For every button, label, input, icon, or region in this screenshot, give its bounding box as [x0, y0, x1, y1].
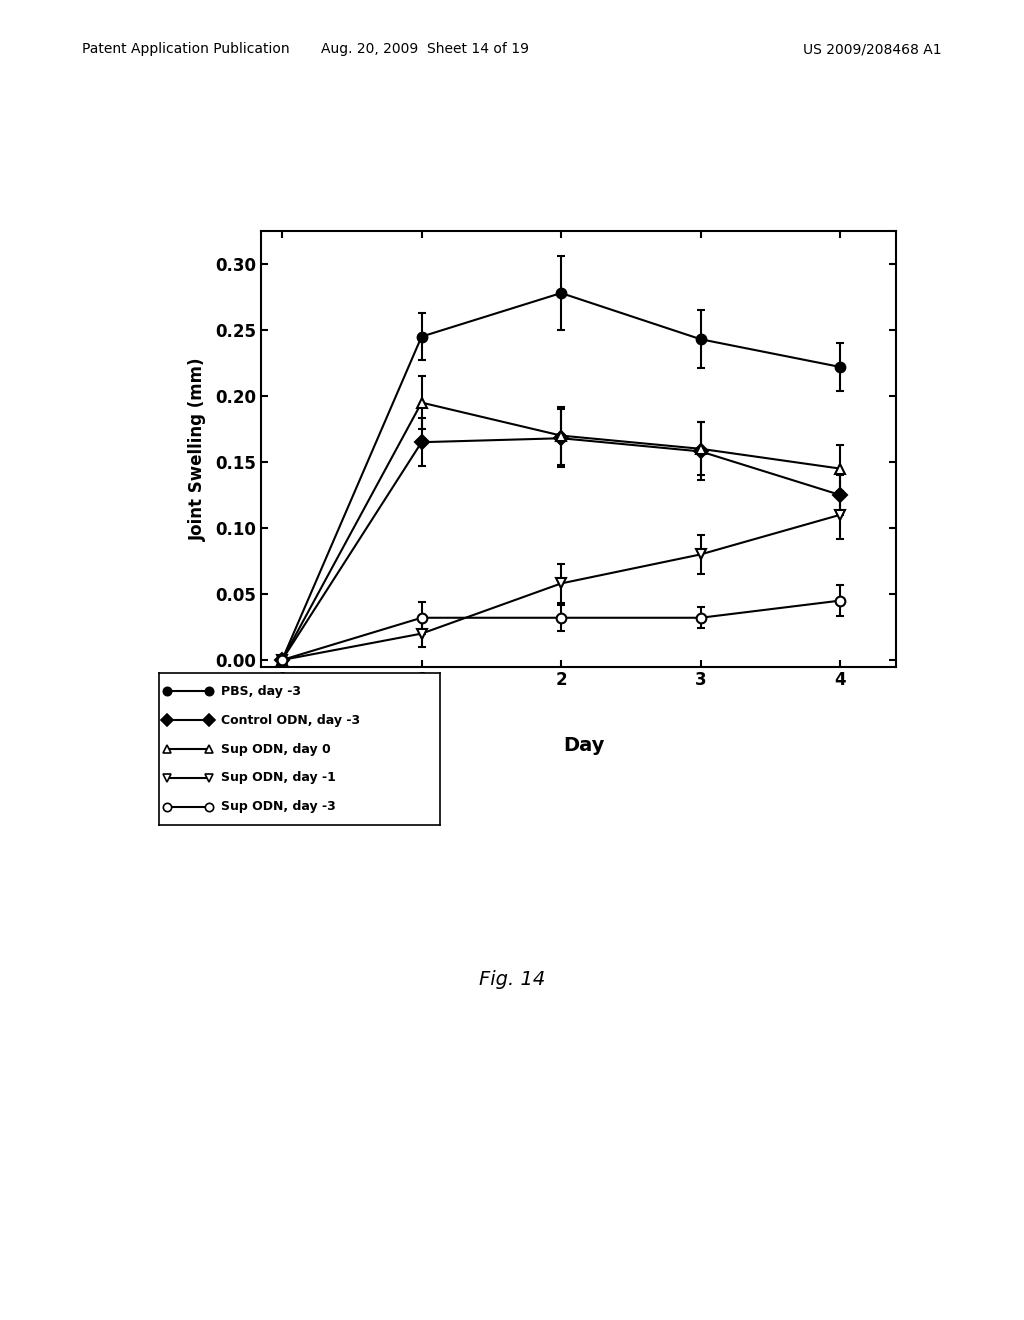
- Text: US 2009/208468 A1: US 2009/208468 A1: [804, 42, 942, 57]
- Text: Fig. 14: Fig. 14: [479, 970, 545, 989]
- Text: Sup ODN, day -3: Sup ODN, day -3: [221, 800, 336, 813]
- Text: Sup ODN, day 0: Sup ODN, day 0: [221, 743, 331, 755]
- Text: PBS, day -3: PBS, day -3: [221, 685, 301, 698]
- Y-axis label: Joint Swelling (mm): Joint Swelling (mm): [188, 356, 207, 541]
- Text: Patent Application Publication: Patent Application Publication: [82, 42, 290, 57]
- Text: Aug. 20, 2009  Sheet 14 of 19: Aug. 20, 2009 Sheet 14 of 19: [321, 42, 529, 57]
- Text: Sup ODN, day -1: Sup ODN, day -1: [221, 771, 336, 784]
- Text: Control ODN, day -3: Control ODN, day -3: [221, 714, 359, 727]
- Text: Day: Day: [563, 737, 604, 755]
